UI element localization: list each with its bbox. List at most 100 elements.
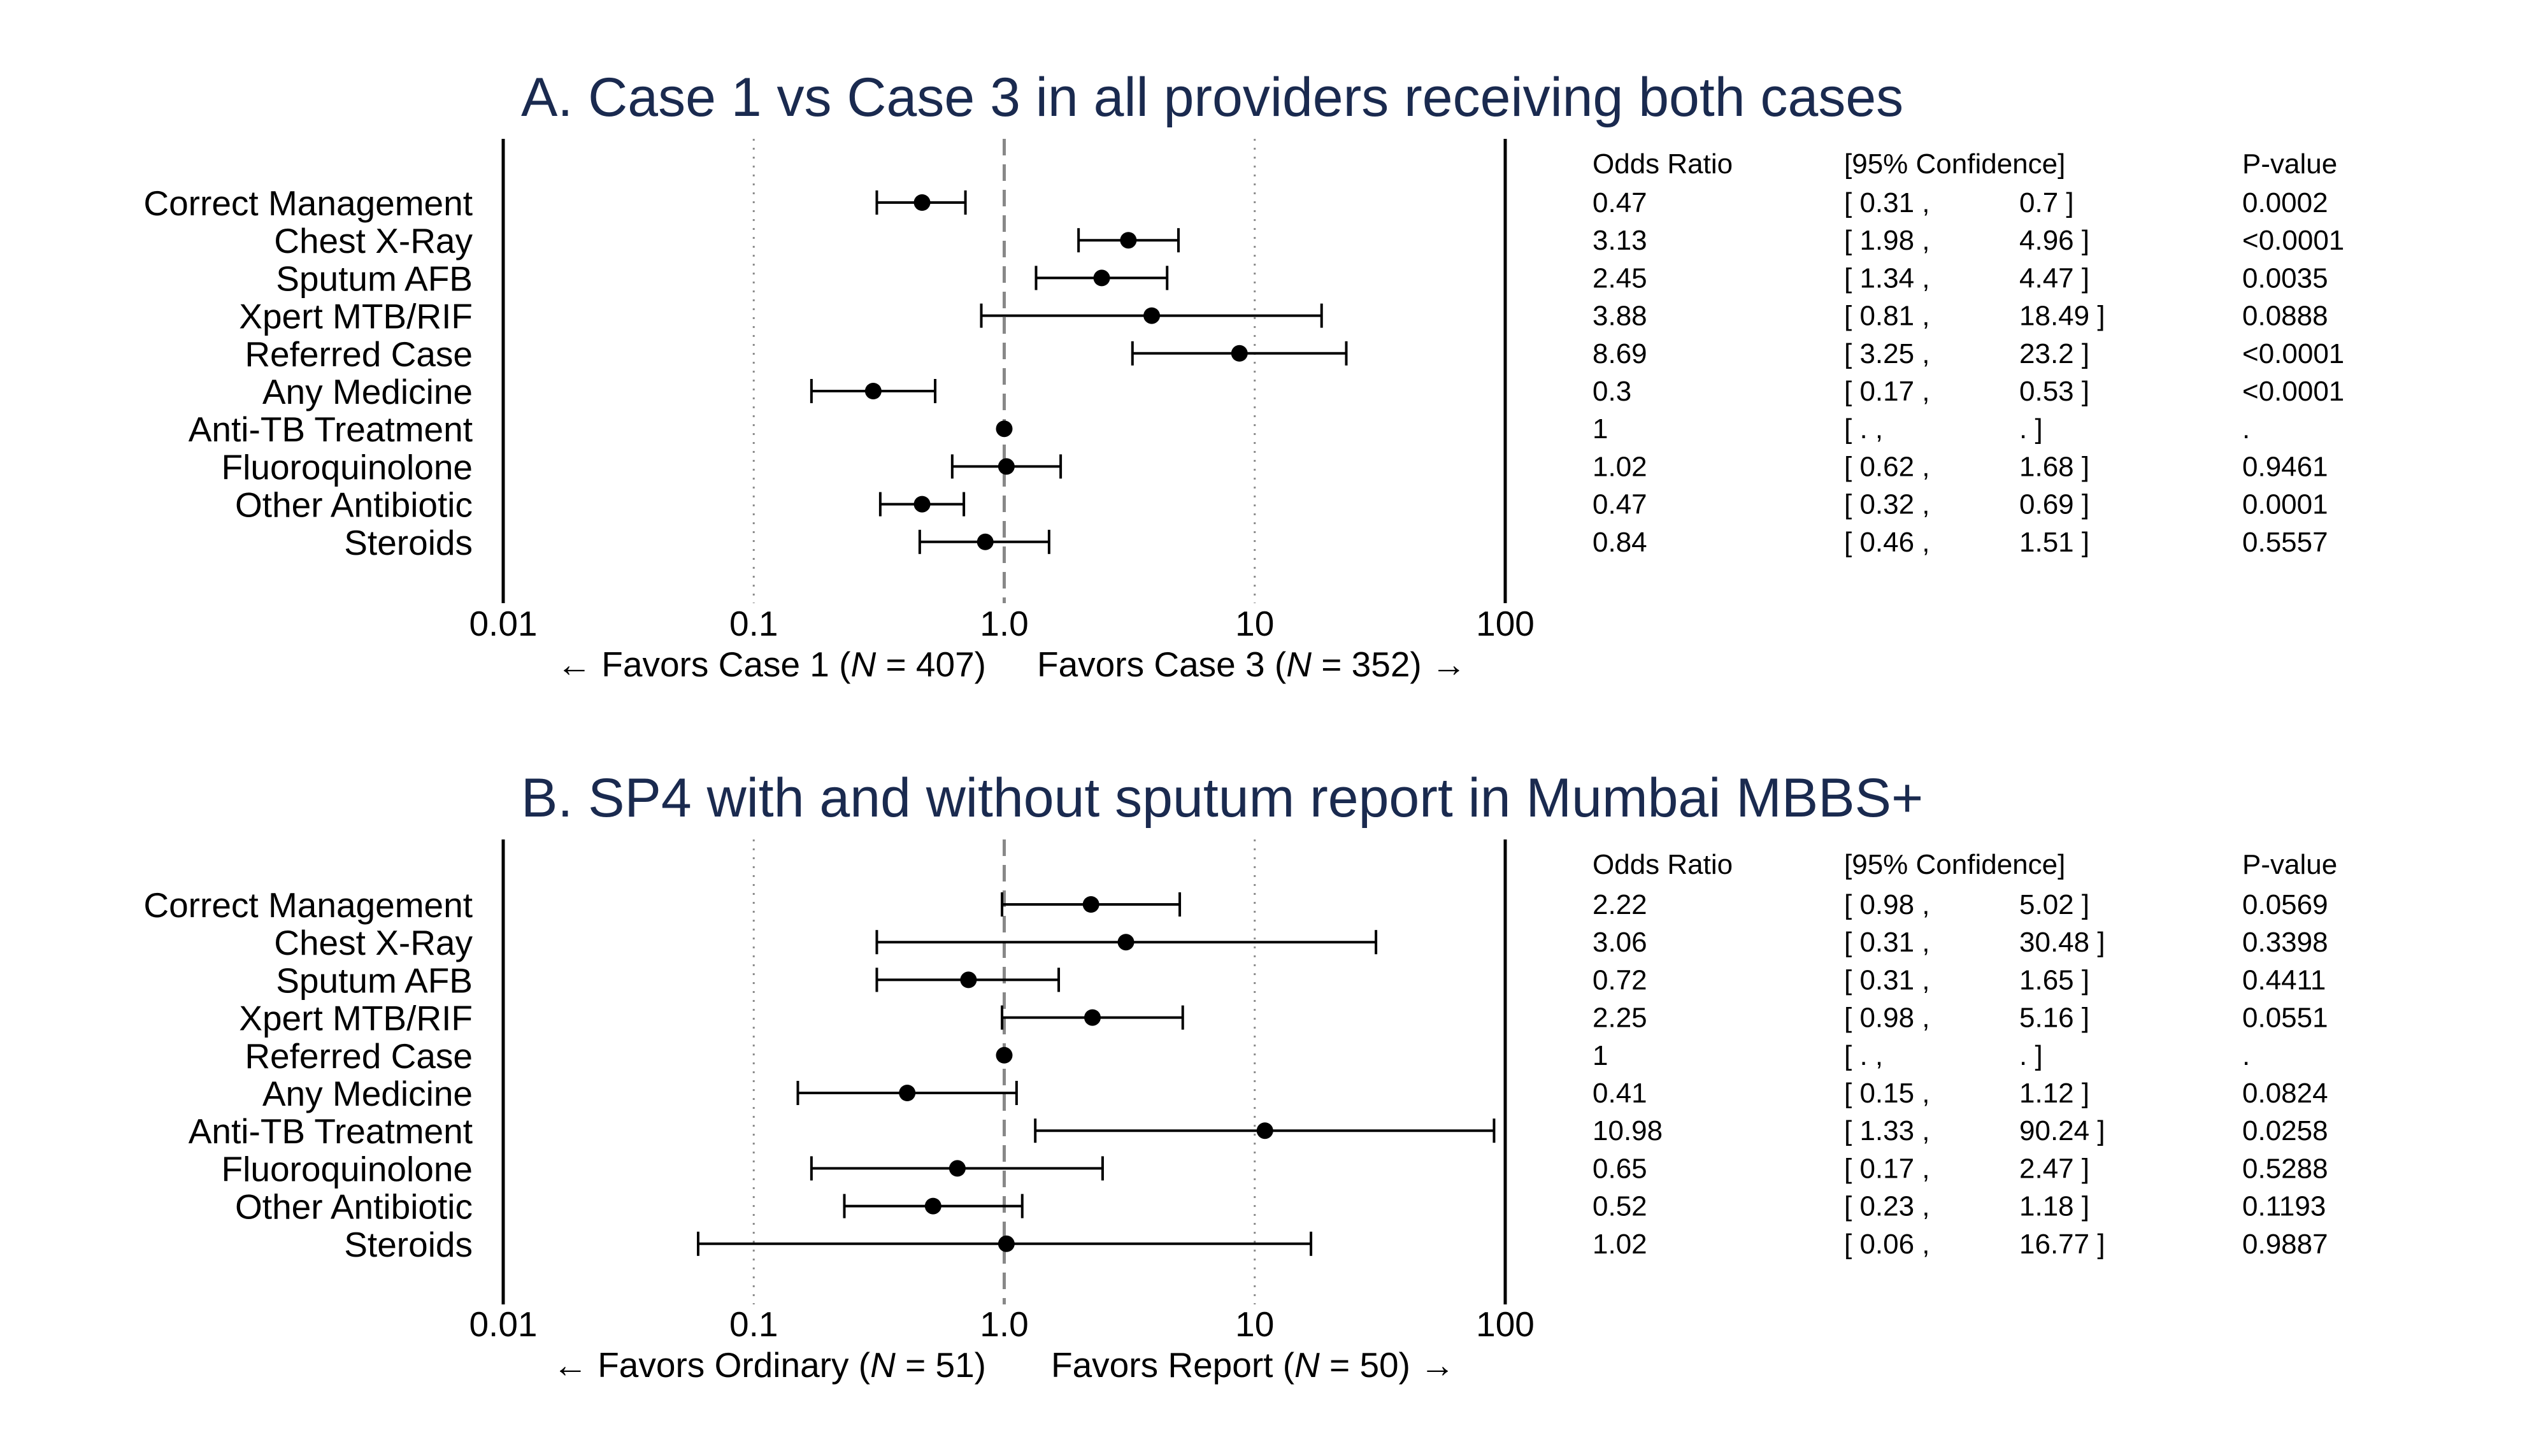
- favors-left-n-symbol: N: [851, 645, 877, 684]
- p-value: 0.0001: [2242, 489, 2328, 520]
- row-label: Other Antibiotic: [235, 1187, 473, 1227]
- odds-ratio-point: [996, 420, 1013, 438]
- x-tick-label: 0.01: [469, 604, 537, 643]
- ci-lower-value: [ 0.31 ,: [1844, 964, 1930, 996]
- favors-left-arrow: ←: [553, 1345, 588, 1385]
- ci-lower-value: [ 0.32 ,: [1844, 489, 1930, 520]
- row-label: Other Antibiotic: [235, 485, 473, 525]
- row-label: Steroids: [344, 1225, 473, 1264]
- ci-lower-value: [ 0.23 ,: [1844, 1191, 1930, 1222]
- panel-title: B. SP4 with and without sputum report in…: [521, 767, 1923, 829]
- ci-upper-value: 90.24 ]: [2019, 1115, 2105, 1146]
- forest-row: Other Antibiotic 0.52 [ 0.23 , 1.18 ] 0.1193: [235, 1187, 2326, 1227]
- ci-lower-value: [ 3.25 ,: [1844, 338, 1930, 369]
- forest-row: Xpert MTB/RIF 2.25 [ 0.98 , 5.16 ] 0.0551: [239, 999, 2328, 1038]
- p-value: 0.0569: [2242, 889, 2328, 920]
- row-label: Sputum AFB: [276, 259, 473, 298]
- ci-upper-value: 1.51 ]: [2019, 527, 2089, 558]
- ci-upper-value: 5.16 ]: [2019, 1003, 2089, 1034]
- ci-lower-value: [ 0.62 ,: [1844, 451, 1930, 482]
- favors-right-space: [1410, 1345, 1420, 1385]
- forest-row: Referred Case 8.69 [ 3.25 , 23.2 ] <0.0001: [245, 334, 2344, 374]
- favors-right-label: Favors Case 3 (N = 352) →: [1037, 645, 1466, 684]
- odds-ratio-point: [1231, 345, 1248, 362]
- odds-ratio-value: 0.41: [1592, 1078, 1647, 1109]
- favors-left-label: ← Favors Ordinary (N = 51): [553, 1345, 986, 1385]
- forest-row: Fluoroquinolone 1.02 [ 0.62 , 1.68 ] 0.9461: [222, 447, 2328, 487]
- p-value: 0.5288: [2242, 1153, 2328, 1184]
- ci-lower-value: [ 0.31 ,: [1844, 927, 1930, 958]
- favors-right-n-symbol: N: [1294, 1345, 1320, 1385]
- row-label: Anti-TB Treatment: [189, 410, 473, 449]
- favors-left-pre: Favors Case 1 (: [601, 645, 850, 684]
- column-header-confidence: [95% Confidence]: [1844, 849, 2065, 880]
- ci-upper-value: 1.12 ]: [2019, 1078, 2089, 1109]
- ci-upper-value: 2.47 ]: [2019, 1153, 2089, 1184]
- odds-ratio-point: [996, 1046, 1013, 1064]
- ci-upper-value: 1.65 ]: [2019, 964, 2089, 996]
- p-value: 0.4411: [2242, 964, 2326, 996]
- row-label: Chest X-Ray: [274, 923, 473, 962]
- forest-row: Chest X-Ray 3.06 [ 0.31 , 30.48 ] 0.3398: [274, 923, 2328, 962]
- p-value: 0.5557: [2242, 527, 2328, 558]
- odds-ratio-point: [864, 383, 882, 399]
- forest-row: Anti-TB Treatment 10.98 [ 1.33 , 90.24 ] 0.0…: [189, 1111, 2328, 1151]
- row-label: Fluoroquinolone: [222, 447, 473, 487]
- odds-ratio-value: 1.02: [1592, 451, 1647, 482]
- row-label: Steroids: [344, 523, 473, 562]
- ci-upper-value: 4.47 ]: [2019, 262, 2089, 294]
- odds-ratio-point: [1117, 934, 1134, 951]
- x-tick-label: 1.0: [980, 1304, 1028, 1344]
- odds-ratio-value: 2.45: [1592, 262, 1647, 294]
- p-value: <0.0001: [2242, 225, 2344, 256]
- odds-ratio-point: [913, 194, 931, 211]
- row-label: Xpert MTB/RIF: [239, 999, 473, 1038]
- forest-row: Referred Case 1 [ . , . ].: [245, 1036, 2250, 1076]
- p-value: <0.0001: [2242, 376, 2344, 407]
- ci-lower-value: [ . ,: [1844, 413, 1883, 445]
- x-tick-label: 10: [1235, 604, 1274, 643]
- p-value: 0.0888: [2242, 301, 2328, 332]
- odds-ratio-value: 0.84: [1592, 527, 1647, 558]
- odds-ratio-value: 2.25: [1592, 1003, 1647, 1034]
- row-label: Correct Management: [143, 183, 473, 223]
- x-tick-label: 0.01: [469, 1304, 537, 1344]
- favors-right-arrow: →: [1431, 645, 1466, 684]
- forest-row: Sputum AFB 2.45 [ 1.34 , 4.47 ] 0.0035: [276, 259, 2328, 298]
- row-label: Referred Case: [245, 334, 473, 374]
- row-label: Correct Management: [143, 885, 473, 925]
- forest-row: Xpert MTB/RIF 3.88 [ 0.81 , 18.49 ] 0.0888: [239, 297, 2328, 336]
- odds-ratio-point: [913, 496, 931, 513]
- odds-ratio-value: 3.13: [1592, 225, 1647, 256]
- odds-ratio-value: 2.22: [1592, 889, 1647, 920]
- row-label: Chest X-Ray: [274, 221, 473, 261]
- odds-ratio-value: 3.06: [1592, 927, 1647, 958]
- column-header-odds-ratio: Odds Ratio: [1592, 148, 1733, 180]
- favors-left-space: [588, 1345, 598, 1385]
- p-value: .: [2242, 413, 2250, 445]
- favors-right-pre: Favors Case 3 (: [1037, 645, 1286, 684]
- p-value: 0.9461: [2242, 451, 2328, 482]
- odds-ratio-point: [1143, 307, 1161, 324]
- ci-lower-value: [ 1.98 ,: [1844, 225, 1930, 256]
- odds-ratio-point: [1082, 896, 1099, 913]
- row-label: Xpert MTB/RIF: [239, 297, 473, 336]
- column-header-p-value: P-value: [2242, 849, 2337, 880]
- favors-right-post: = 50): [1320, 1345, 1410, 1385]
- ci-lower-value: [ 0.31 ,: [1844, 187, 1930, 218]
- odds-ratio-value: 1: [1592, 413, 1608, 445]
- favors-right-arrow: →: [1420, 1345, 1455, 1385]
- ci-upper-value: 0.53 ]: [2019, 376, 2089, 407]
- ci-upper-value: 1.68 ]: [2019, 451, 2089, 482]
- p-value: 0.9887: [2242, 1229, 2328, 1260]
- favors-left-label: ← Favors Case 1 (N = 407): [557, 645, 986, 684]
- odds-ratio-point: [948, 1160, 966, 1177]
- p-value: 0.1193: [2242, 1191, 2326, 1222]
- favors-right-label: Favors Report (N = 50) →: [1051, 1345, 1455, 1385]
- p-value: 0.0551: [2242, 1003, 2328, 1034]
- odds-ratio-point: [924, 1197, 941, 1215]
- forest-row: Fluoroquinolone 0.65 [ 0.17 , 2.47 ] 0.5288: [222, 1149, 2328, 1188]
- ci-upper-value: . ]: [2019, 1040, 2043, 1071]
- row-label: Anti-TB Treatment: [189, 1111, 473, 1151]
